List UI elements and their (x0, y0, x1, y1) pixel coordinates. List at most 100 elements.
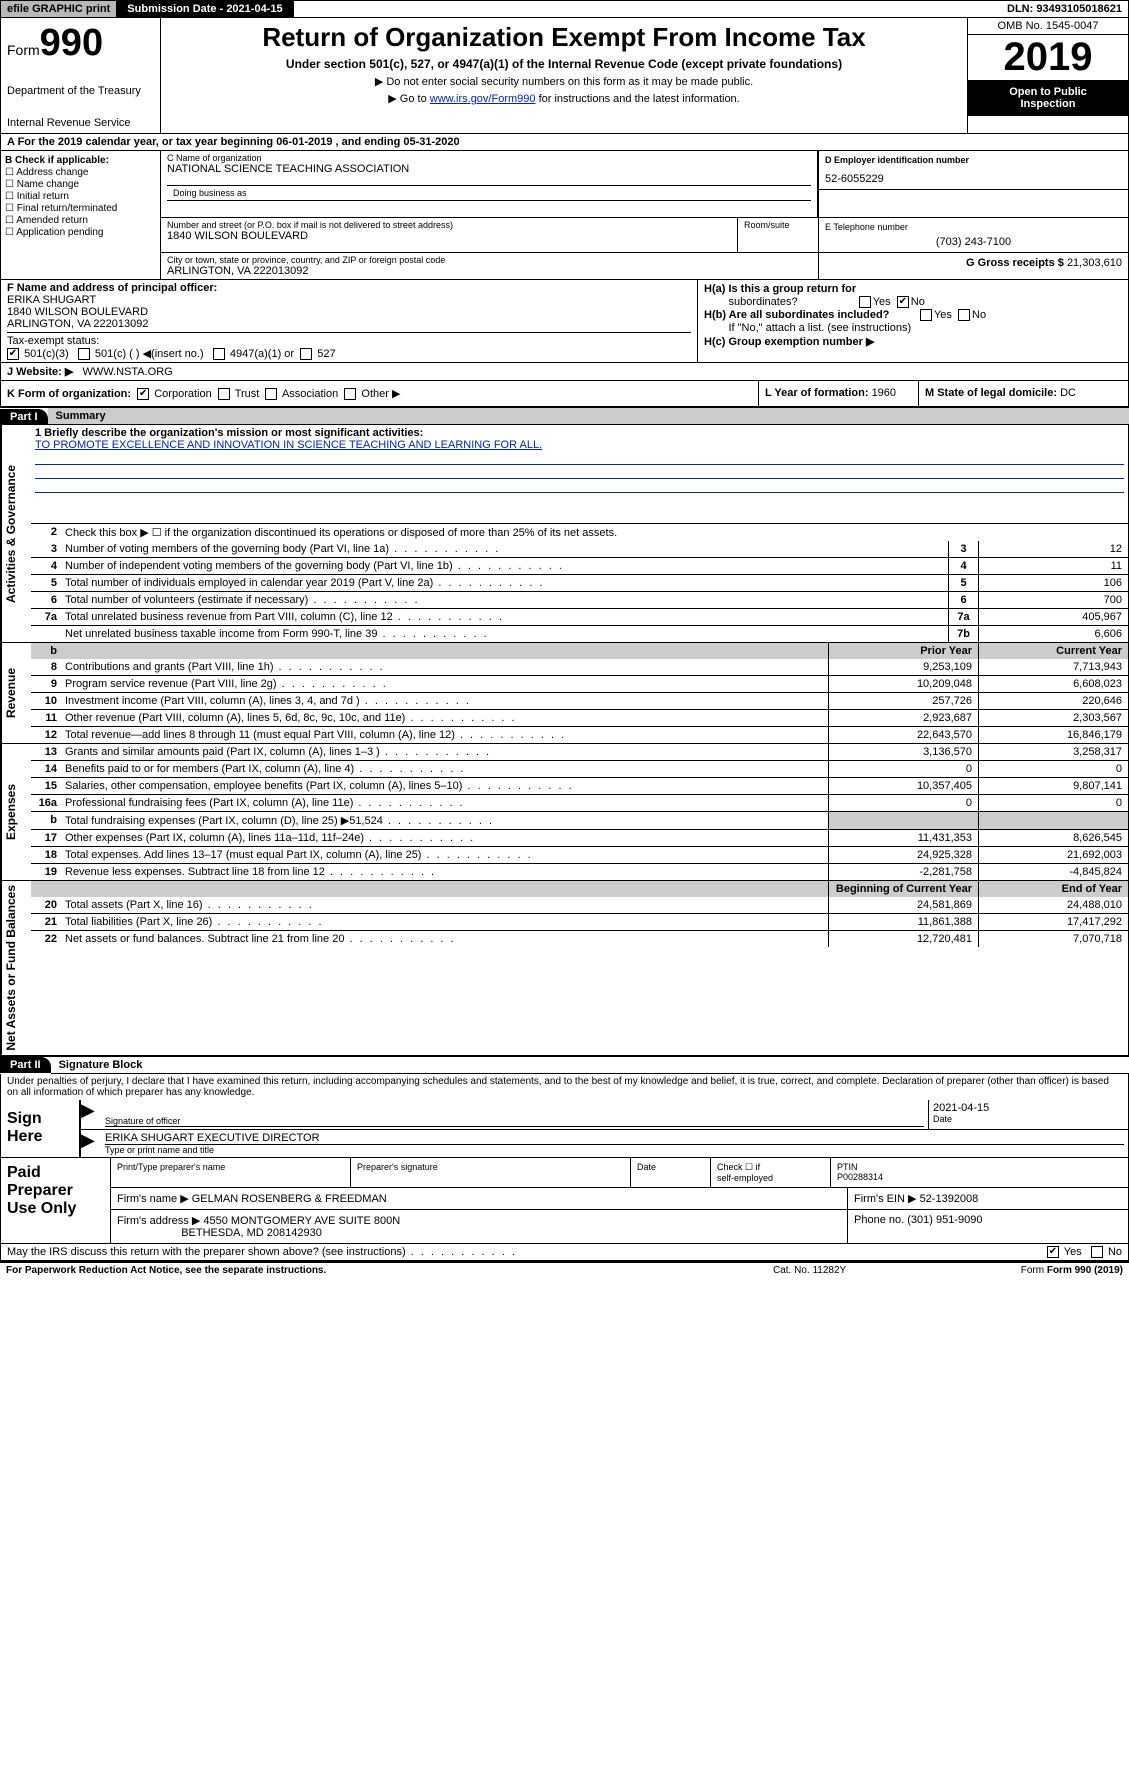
line-desc: Other revenue (Part VIII, column (A), li… (61, 710, 828, 726)
section-d-e: D Employer identification number 52-6055… (818, 151, 1128, 217)
chk-initial-return[interactable]: ☐ Initial return (5, 191, 156, 202)
table-row: 6 Total number of volunteers (estimate i… (31, 591, 1128, 608)
arrow-icon-2: ▶ (81, 1130, 101, 1157)
line-num: 4 (31, 558, 61, 574)
chk-ha-no[interactable] (897, 296, 909, 308)
gross-receipts: G Gross receipts $ 21,303,610 (819, 253, 1128, 273)
sig-date-value: 2021-04-15 (933, 1102, 1124, 1114)
sig-name-label: Type or print name and title (105, 1145, 1124, 1155)
chk-name-change[interactable]: ☐ Name change (5, 179, 156, 190)
firm-addr2: BETHESDA, MD 208142930 (181, 1227, 322, 1239)
net-header: Beginning of Current Year End of Year (31, 881, 1128, 897)
prep-row-3: Firm's address ▶ 4550 MONTGOMERY AVE SUI… (111, 1210, 1128, 1243)
line-num: 15 (31, 778, 61, 794)
chk-501c3[interactable] (7, 348, 19, 360)
line-desc: Benefits paid to or for members (Part IX… (61, 761, 828, 777)
prep-name-label: Print/Type preparer's name (111, 1158, 351, 1187)
line-desc: Net assets or fund balances. Subtract li… (61, 931, 828, 947)
phone-block: E Telephone number (703) 243-7100 (819, 218, 1128, 252)
line-num: 19 (31, 864, 61, 880)
chk-assoc[interactable] (265, 388, 277, 400)
block-b-through-g: B Check if applicable: ☐ Address change … (0, 151, 1129, 280)
line-desc: Total number of individuals employed in … (61, 575, 948, 591)
chk-amended[interactable]: ☐ Amended return (5, 215, 156, 226)
line-val: 6,606 (978, 626, 1128, 642)
city-value: ARLINGTON, VA 222013092 (167, 265, 812, 277)
sig-name-field: ERIKA SHUGART EXECUTIVE DIRECTOR Type or… (101, 1130, 1128, 1157)
discuss-yes: Yes (1064, 1246, 1082, 1258)
line-prior: 10,209,048 (828, 676, 978, 692)
chk-ha-yes[interactable] (859, 296, 871, 308)
line-curr: 17,417,292 (978, 914, 1128, 930)
line-prior: 2,923,687 (828, 710, 978, 726)
ptin-label: PTIN (837, 1162, 1122, 1172)
chk-501c[interactable] (78, 348, 90, 360)
table-row: 20 Total assets (Part X, line 16) 24,581… (31, 897, 1128, 913)
firm-name: GELMAN ROSENBERG & FREEDMAN (192, 1193, 387, 1205)
chk-hb-yes[interactable] (920, 309, 932, 321)
h-a-sub: subordinates? Yes No (704, 296, 1122, 308)
line-desc: Total liabilities (Part X, line 26) (61, 914, 828, 930)
table-row: 14 Benefits paid to or for members (Part… (31, 760, 1128, 777)
sig-officer-label: Signature of officer (105, 1116, 924, 1127)
hdr-b: b (31, 643, 61, 659)
opt-other: Other ▶ (361, 388, 400, 400)
section-c-name-row: C Name of organization NATIONAL SCIENCE … (161, 151, 1128, 218)
line-num: 14 (31, 761, 61, 777)
gross-value: 21,303,610 (1067, 257, 1122, 269)
line-prior: 9,253,109 (828, 659, 978, 675)
ein-block: D Employer identification number 52-6055… (819, 151, 1128, 190)
inspect-line1: Open to Public (974, 86, 1122, 98)
net-hdr-desc (61, 881, 828, 897)
line-desc: Investment income (Part VIII, column (A)… (61, 693, 828, 709)
prep-self-emp-label: self-employed (717, 1173, 824, 1183)
line-desc: Total fundraising expenses (Part IX, col… (61, 812, 828, 829)
chk-hb-no[interactable] (958, 309, 970, 321)
line-curr: 0 (978, 761, 1128, 777)
chk-discuss-no[interactable] (1091, 1246, 1103, 1258)
chk-527[interactable] (300, 348, 312, 360)
line-prior (828, 812, 978, 829)
firm-label: Firm's name ▶ (117, 1193, 189, 1205)
h-a: H(a) Is this a group return for (704, 283, 1122, 295)
open-to-public: Open to Public Inspection (968, 80, 1128, 116)
opt-4947: 4947(a)(1) or (230, 348, 294, 360)
table-row: 8 Contributions and grants (Part VIII, l… (31, 659, 1128, 675)
line-desc: Net unrelated business taxable income fr… (61, 626, 948, 642)
chk-4947[interactable] (213, 348, 225, 360)
table-row: 7a Total unrelated business revenue from… (31, 608, 1128, 625)
line-num: 8 (31, 659, 61, 675)
chk-application[interactable]: ☐ Application pending (5, 227, 156, 238)
line-num: 9 (31, 676, 61, 692)
part-2-bar: Part II Signature Block (0, 1056, 1129, 1074)
hb-note-text: If "No," attach a list. (see instruction… (728, 322, 911, 334)
dba-label: Doing business as (167, 185, 811, 201)
net-hdr-begin: Beginning of Current Year (828, 881, 978, 897)
chk-final-return[interactable]: ☐ Final return/terminated (5, 203, 156, 214)
discuss-no: No (1108, 1246, 1122, 1258)
chk-corp[interactable] (137, 388, 149, 400)
footer-form: Form 990 (2019) (1047, 1265, 1123, 1276)
opt-assoc: Association (282, 388, 338, 400)
line-num: 3 (31, 541, 61, 557)
ein-label: Firm's EIN ▶ (854, 1193, 917, 1205)
hb-yes: Yes (934, 309, 952, 321)
sig-officer-field[interactable]: Signature of officer (101, 1100, 928, 1129)
chk-other[interactable] (344, 388, 356, 400)
line-val: 405,967 (978, 609, 1128, 625)
footer-right: Form Form 990 (2019) (973, 1265, 1123, 1276)
chk-discuss-yes[interactable] (1047, 1246, 1059, 1258)
chk-address-change[interactable]: ☐ Address change (5, 167, 156, 178)
net-block: Net Assets or Fund Balances Beginning of… (0, 881, 1129, 1056)
form990-link[interactable]: www.irs.gov/Form990 (430, 93, 536, 105)
chk-trust[interactable] (218, 388, 230, 400)
section-b: B Check if applicable: ☐ Address change … (1, 151, 161, 279)
submission-date: Submission Date - 2021-04-15 (117, 1, 293, 17)
prep-self-employed: Check ☐ if self-employed (711, 1158, 831, 1187)
side-expenses: Expenses (1, 744, 31, 880)
line-num: 5 (31, 575, 61, 591)
efile-print-button[interactable]: efile GRAPHIC print (1, 1, 117, 17)
table-row: 3 Number of voting members of the govern… (31, 541, 1128, 557)
line-num: 7a (31, 609, 61, 625)
line-prior: 11,431,353 (828, 830, 978, 846)
